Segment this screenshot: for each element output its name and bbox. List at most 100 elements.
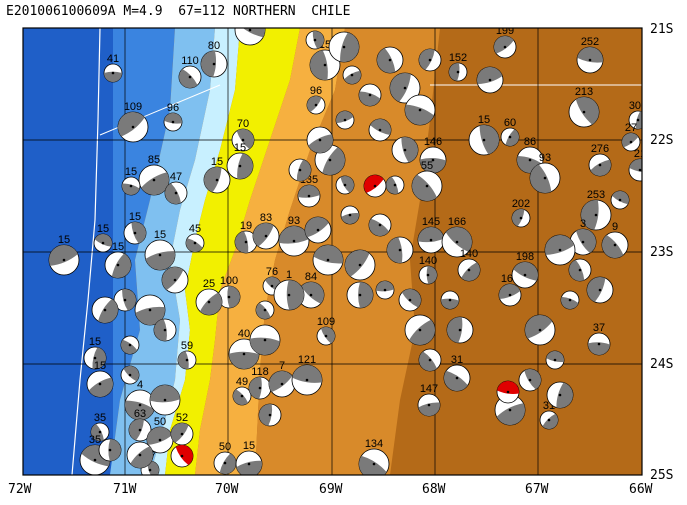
mechanism-depth-label: 199 xyxy=(496,25,514,37)
beachball-quadrant xyxy=(499,284,521,299)
beachball-quadrant xyxy=(186,238,203,252)
lat-label-22s: 22S xyxy=(650,133,674,148)
beachball-quadrant xyxy=(401,289,421,308)
beachball-center xyxy=(547,418,551,422)
beachball-quadrant xyxy=(418,227,444,243)
beachball-quadrant xyxy=(336,111,354,124)
mechanism-depth-label: 47 xyxy=(170,171,182,183)
beachball-center xyxy=(343,118,347,122)
mechanism-depth-label: 140 xyxy=(419,255,437,267)
mechanism-depth-label: 15 xyxy=(129,211,141,223)
mechanism-depth-label: 15 xyxy=(97,223,109,235)
beachball-center xyxy=(343,183,347,187)
beachball-quadrant xyxy=(296,159,311,181)
mechanism-depth-label: 52 xyxy=(176,412,188,424)
beachball-center xyxy=(578,268,582,272)
focal-mechanism xyxy=(134,294,166,326)
beachball-center xyxy=(350,73,354,77)
beachball-quadrant xyxy=(145,251,175,270)
beachball-center xyxy=(506,390,510,394)
beachball-quadrant xyxy=(441,298,459,309)
beachball-quadrant xyxy=(401,137,418,163)
focal-mechanism: 31 xyxy=(539,400,559,430)
beachball-center xyxy=(240,394,244,398)
beachball-quadrant xyxy=(204,167,222,193)
beachball-center xyxy=(103,308,107,312)
beachball-center xyxy=(418,328,422,332)
beachball-center xyxy=(581,240,585,244)
mechanism-depth-label: 76 xyxy=(266,266,278,278)
mechanism-depth-label: 15 xyxy=(154,229,166,241)
beachball-center xyxy=(193,241,197,245)
beachball-quadrant xyxy=(577,47,603,63)
focal-mechanism xyxy=(546,381,574,409)
mechanism-depth-label: 15 xyxy=(89,336,101,348)
focal-mechanism xyxy=(335,175,355,195)
event-header: E201006100609A M=4.9 67=112 NORTHERN CHI… xyxy=(6,4,350,19)
beachball-quadrant xyxy=(150,384,180,403)
beachball-center xyxy=(618,198,622,202)
focal-mechanism xyxy=(544,234,576,266)
beachball-center xyxy=(241,138,245,142)
focal-mechanism: 60 xyxy=(500,117,520,147)
mechanism-depth-label: 7 xyxy=(279,360,285,372)
mechanism-depth-label: 84 xyxy=(305,271,317,283)
focal-mechanism: 147 xyxy=(417,383,441,417)
beachball-center xyxy=(138,403,142,407)
focal-mechanism: 49 xyxy=(232,376,252,406)
beachball-center xyxy=(309,293,313,297)
focal-mechanism: 146 xyxy=(419,136,447,174)
mechanism-depth-label: 25 xyxy=(203,278,215,290)
beachball-quadrant xyxy=(91,423,104,441)
event-magnitude: M=4.9 xyxy=(123,4,163,19)
beachball-quadrant xyxy=(165,183,181,204)
beachball-quadrant xyxy=(255,302,271,319)
mechanism-depth-label: 213 xyxy=(575,86,593,98)
beachball-quadrant xyxy=(313,245,343,264)
focal-mechanism xyxy=(358,83,382,107)
beachball-center xyxy=(388,58,392,62)
focal-mechanism: 35 xyxy=(90,412,110,442)
focal-mechanism: 109 xyxy=(117,101,149,143)
beachball-quadrant xyxy=(111,253,131,278)
focal-mechanism: 15 xyxy=(235,440,263,475)
beachball-center xyxy=(342,45,346,49)
beachball-center xyxy=(128,373,132,377)
mechanism-depth-label: 15 xyxy=(125,166,137,178)
focal-mechanism: 15 xyxy=(93,223,113,253)
beachball-quadrant xyxy=(131,222,146,244)
beachball-quadrant xyxy=(513,262,538,281)
beachball-quadrant xyxy=(154,319,167,341)
mechanism-depth-label: 45 xyxy=(189,223,201,235)
beachball-quadrant xyxy=(344,70,362,84)
beachball-center xyxy=(316,228,320,232)
lon-label-70w: 70W xyxy=(215,482,239,497)
focal-mechanism xyxy=(328,31,360,63)
mechanism-depth-label: 4 xyxy=(137,379,143,391)
focal-mechanism: 93 xyxy=(529,152,561,194)
beachball-center xyxy=(324,334,328,338)
beachball-quadrant xyxy=(546,351,564,362)
beachball-center xyxy=(378,223,382,227)
focal-mechanism: 31 xyxy=(443,354,471,392)
mechanism-depth-label: 15 xyxy=(94,360,106,372)
mechanism-depth-label: 59 xyxy=(181,340,193,352)
focal-mechanism xyxy=(418,348,442,372)
focal-mechanism xyxy=(234,28,266,46)
mechanism-depth-label: 15 xyxy=(211,156,223,168)
beachball-quadrant xyxy=(123,365,140,382)
focal-mechanism: 160 xyxy=(498,273,522,307)
beachball-center xyxy=(558,393,562,397)
beachball-center xyxy=(348,213,352,217)
focal-mechanism xyxy=(446,316,474,344)
beachball-center xyxy=(597,342,601,346)
beachball-quadrant xyxy=(370,119,391,135)
beachball-center xyxy=(358,293,362,297)
lon-label-66w: 66W xyxy=(629,482,653,497)
beachball-quadrant xyxy=(124,400,155,420)
beachball-center xyxy=(582,110,586,114)
mechanism-depth-label: 252 xyxy=(581,36,599,48)
beachball-center xyxy=(538,328,542,332)
mechanism-depth-label: 15 xyxy=(58,234,70,246)
mechanism-depth-label: 109 xyxy=(317,316,335,328)
